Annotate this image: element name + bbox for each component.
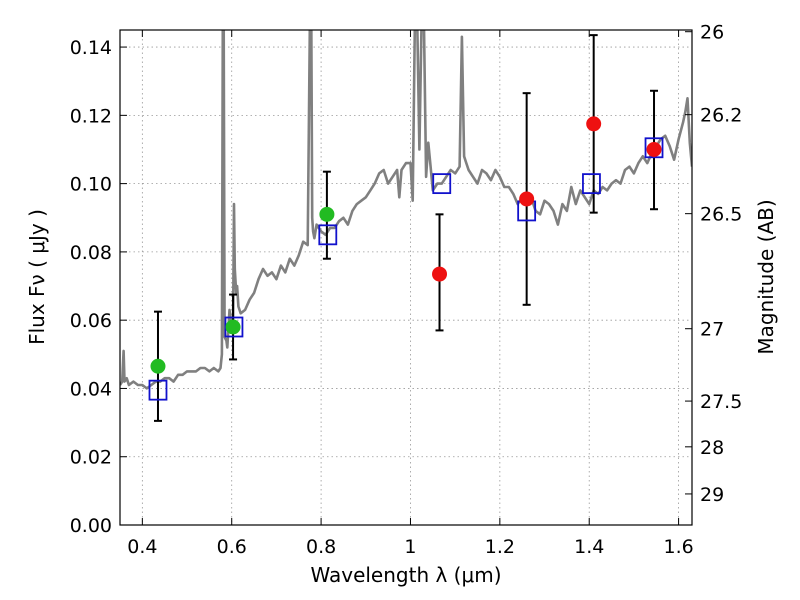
ticks: [120, 30, 692, 526]
square-marker: [432, 173, 452, 195]
tick-labels: 0.4 0.6 0.8 1 1.2 1.4 1.6 0.00 0.02 0.04 0.06 0.08 0…: [70, 22, 743, 558]
model-spectrum: [120, 30, 692, 390]
y2-tick-label: 29: [700, 484, 724, 506]
x-tick-label: 0.4: [127, 536, 157, 558]
y2-tick-label: 27.5: [700, 391, 742, 413]
x-tick-label: 1: [404, 536, 416, 558]
y-tick-label: 0.06: [70, 310, 112, 332]
x-tick-label: 1.4: [574, 536, 604, 558]
circle-marker: [586, 116, 602, 132]
y2-tick-label: 26.5: [700, 204, 742, 226]
y-axis-title: Flux Fν ( μJy ): [25, 209, 49, 345]
model-spectrum-line: [120, 30, 692, 390]
circle-marker: [646, 141, 662, 157]
square-marker: [148, 379, 168, 401]
y-tick-label: 0.00: [70, 515, 112, 537]
square-marker: [644, 137, 664, 159]
circle-marker: [432, 266, 448, 282]
y-tick-label: 0.04: [70, 378, 112, 400]
y2-tick-label: 28: [700, 437, 724, 459]
y2-tick-label: 26: [700, 22, 724, 44]
y2-tick-label: 26.2: [700, 105, 742, 127]
y-tick-label: 0.12: [70, 105, 112, 127]
y-tick-label: 0.08: [70, 242, 112, 264]
error-bars: [153, 34, 659, 422]
x-tick-label: 0.8: [306, 536, 336, 558]
x-tick-label: 1.2: [485, 536, 515, 558]
circle-marker: [225, 319, 241, 335]
plot-frame: [119, 29, 693, 526]
x-tick-label: 1.6: [663, 536, 693, 558]
x-tick-label: 0.6: [217, 536, 247, 558]
square-marker: [224, 316, 244, 338]
grid: [120, 30, 692, 525]
y-tick-label: 0.02: [70, 447, 112, 469]
y2-axis-title: Magnitude (AB): [754, 199, 778, 354]
data-markers: [148, 116, 664, 401]
circle-marker: [150, 358, 166, 374]
square-marker: [582, 173, 601, 195]
y-tick-label: 0.14: [70, 37, 112, 59]
y2-tick-label: 27: [700, 319, 724, 341]
square-marker: [318, 224, 338, 246]
x-axis-title: Wavelength λ (μm): [310, 563, 501, 587]
y-tick-label: 0.10: [70, 174, 112, 196]
circle-marker: [519, 191, 535, 207]
circle-marker: [319, 206, 335, 222]
